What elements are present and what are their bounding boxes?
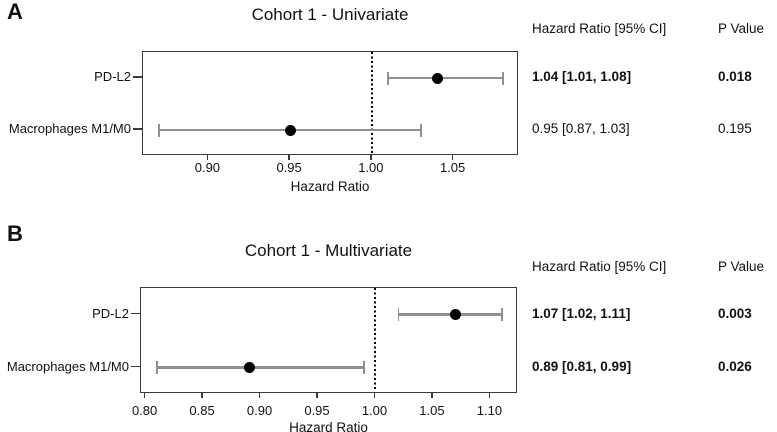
panel-b-x-axis-title: Hazard Ratio xyxy=(289,420,368,432)
x-tick-label: 1.05 xyxy=(419,403,445,418)
point-marker xyxy=(450,309,462,320)
x-axis-tick xyxy=(373,393,376,398)
ci-bar xyxy=(388,76,503,80)
y-axis-label: Macrophages M1/M0 xyxy=(8,121,131,136)
y-axis-tick xyxy=(133,76,142,78)
ci-bar xyxy=(398,313,502,316)
point-marker xyxy=(431,72,443,84)
panel-a-plot-area xyxy=(142,51,518,155)
x-axis-tick xyxy=(206,155,209,160)
x-tick-label: 0.80 xyxy=(131,403,158,418)
panel-b-title: Cohort 1 - Multivariate xyxy=(244,241,413,260)
panel-a-title: Cohort 1 - Univariate xyxy=(251,5,409,24)
hazard-ratio-ci-value: 1.04 [1.01, 1.08] xyxy=(532,69,632,84)
panel-b-plot-area xyxy=(140,287,517,393)
x-tick-label: 1.00 xyxy=(358,160,384,175)
ci-cap-left xyxy=(387,71,390,85)
hazard-ratio-ci-value: 1.07 [1.02, 1.11] xyxy=(532,305,631,321)
panel-b-column-header-p-value: P Value xyxy=(718,259,765,274)
ci-bar xyxy=(157,366,364,369)
y-axis-label: PD-L2 xyxy=(92,305,129,321)
p-value: 0.018 xyxy=(718,69,752,84)
reference-line xyxy=(370,52,373,153)
x-tick-label: 1.00 xyxy=(361,403,388,418)
hazard-ratio-ci-value: 0.89 [0.81, 0.99] xyxy=(532,358,632,374)
panel-b-letter: B xyxy=(7,221,23,246)
x-tick-label: 0.95 xyxy=(304,403,330,418)
ci-cap-right xyxy=(420,123,422,137)
point-marker xyxy=(284,124,296,136)
panel-b-column-header-hazard-ratio: Hazard Ratio [95% CI] xyxy=(532,259,667,274)
x-axis-tick xyxy=(431,393,433,398)
x-tick-label: 0.85 xyxy=(189,403,215,418)
x-axis-tick xyxy=(316,393,318,398)
panel-a-x-axis-title: Hazard Ratio xyxy=(290,179,370,194)
hazard-ratio-ci-value: 0.95 [0.87, 1.03] xyxy=(532,121,630,136)
p-value: 0.195 xyxy=(718,121,752,136)
x-axis-tick xyxy=(201,393,203,398)
p-value: 0.003 xyxy=(718,305,752,321)
x-axis-tick xyxy=(258,393,261,398)
x-axis-tick xyxy=(288,155,290,160)
x-axis-tick xyxy=(488,393,491,398)
y-axis-label: Macrophages M1/M0 xyxy=(6,358,129,374)
x-tick-label: 0.95 xyxy=(276,160,302,175)
ci-cap-left xyxy=(156,361,158,374)
y-axis-tick xyxy=(133,128,142,130)
x-axis-tick xyxy=(451,155,454,160)
y-axis-tick xyxy=(131,365,140,368)
point-marker xyxy=(243,362,255,373)
panel-a-letter: A xyxy=(7,0,23,24)
x-tick-label: 1.05 xyxy=(439,160,466,175)
panel-a-column-header-p-value: P Value xyxy=(718,21,765,36)
reference-line xyxy=(374,288,377,391)
x-axis-tick xyxy=(143,393,146,398)
ci-cap-right xyxy=(363,361,365,374)
x-tick-label: 0.90 xyxy=(194,160,221,175)
panel-a-column-header-hazard-ratio: Hazard Ratio [95% CI] xyxy=(532,21,667,36)
x-tick-label: 1.10 xyxy=(476,403,503,418)
ci-cap-left xyxy=(158,123,161,137)
p-value: 0.026 xyxy=(718,358,752,374)
y-axis-label: PD-L2 xyxy=(94,69,131,84)
ci-cap-right xyxy=(501,308,503,321)
y-axis-tick xyxy=(131,312,140,315)
ci-cap-left xyxy=(397,308,400,321)
x-tick-label: 0.90 xyxy=(246,403,273,418)
x-axis-tick xyxy=(370,155,372,160)
ci-cap-right xyxy=(501,71,504,85)
